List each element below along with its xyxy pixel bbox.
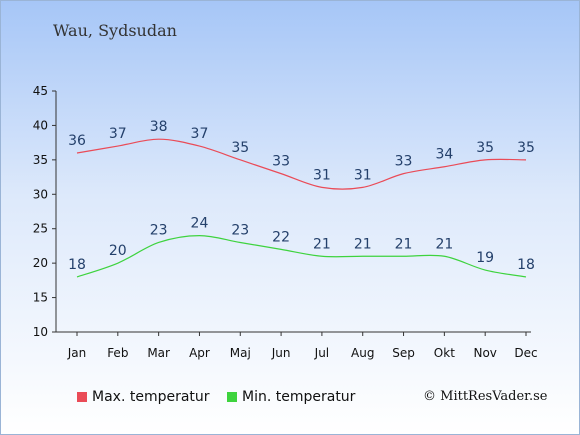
- x-tick-label: Jun: [271, 346, 291, 360]
- max-value-label: 38: [150, 119, 168, 135]
- x-tick-label: Feb: [107, 346, 128, 360]
- credit-text: © MittResVader.se: [423, 389, 548, 404]
- min-value-label: 21: [354, 236, 372, 252]
- x-tick-label: Okt: [434, 346, 455, 360]
- x-axis: Jan Feb Mar Apr Maj Jun Jul Aug Sep Okt Nov Dec: [56, 331, 538, 360]
- x-tick-label: Sep: [392, 346, 415, 360]
- max-value-label: 31: [313, 167, 331, 183]
- y-tick-label: 40: [33, 118, 48, 132]
- y-axis: 10 15 20 25 30 35 40 45: [33, 84, 57, 339]
- max-temperature-line: [76, 138, 527, 190]
- min-value-label: 23: [231, 222, 249, 238]
- y-tick-label: 20: [33, 256, 48, 270]
- min-value-label: 18: [517, 257, 535, 273]
- min-value-label: 20: [109, 243, 127, 259]
- min-value-label: 22: [272, 229, 290, 245]
- max-value-label: 35: [517, 140, 535, 156]
- min-temperature-line: [76, 234, 527, 278]
- min-value-label: 23: [150, 222, 168, 238]
- min-value-label: 24: [191, 216, 209, 232]
- x-tick-label: Aug: [351, 346, 374, 360]
- legend-label-min: Min. temperatur: [242, 389, 356, 405]
- max-value-label: 36: [68, 133, 86, 149]
- legend-label-max: Max. temperatur: [92, 389, 210, 405]
- x-tick-label: Dec: [514, 346, 537, 360]
- x-tick-label: Mar: [147, 346, 170, 360]
- min-value-label: 19: [476, 250, 494, 266]
- max-value-label: 31: [354, 167, 372, 183]
- y-tick-label: 15: [33, 291, 48, 305]
- data-labels: 36 37 38 37 35 33 31 31 33 34 35 35 18 20 23 24 23 22 21 21…: [68, 119, 535, 273]
- series-lines: [76, 138, 527, 278]
- max-value-label: 33: [272, 154, 290, 170]
- min-value-label: 21: [435, 236, 453, 252]
- y-tick-label: 35: [33, 153, 48, 167]
- max-value-label: 34: [435, 147, 453, 163]
- legend-swatch-max: [77, 392, 87, 402]
- y-tick-label: 10: [33, 325, 48, 339]
- min-value-label: 18: [68, 257, 86, 273]
- min-value-label: 21: [395, 236, 413, 252]
- location-title: Wau, Sydsudan: [53, 21, 177, 40]
- x-tick-label: Maj: [230, 346, 251, 360]
- x-tick-label: Jan: [67, 346, 87, 360]
- max-value-label: 33: [395, 154, 413, 170]
- y-tick-label: 30: [33, 187, 48, 201]
- legend-item-min: Min. temperatur: [227, 389, 355, 405]
- y-tick-label: 25: [33, 222, 48, 236]
- legend-item-max: Max. temperatur: [77, 389, 210, 405]
- x-tick-label: Apr: [189, 346, 210, 360]
- x-tick-label: Jul: [314, 346, 329, 360]
- y-tick-label: 45: [33, 84, 48, 98]
- max-value-label: 35: [231, 140, 249, 156]
- min-value-label: 21: [313, 236, 331, 252]
- max-value-label: 37: [109, 126, 127, 142]
- legend-swatch-min: [227, 392, 237, 402]
- max-value-label: 35: [476, 140, 494, 156]
- x-tick-label: Nov: [473, 346, 496, 360]
- max-value-label: 37: [191, 126, 209, 142]
- legend: Max. temperatur Min. temperatur: [1, 389, 579, 409]
